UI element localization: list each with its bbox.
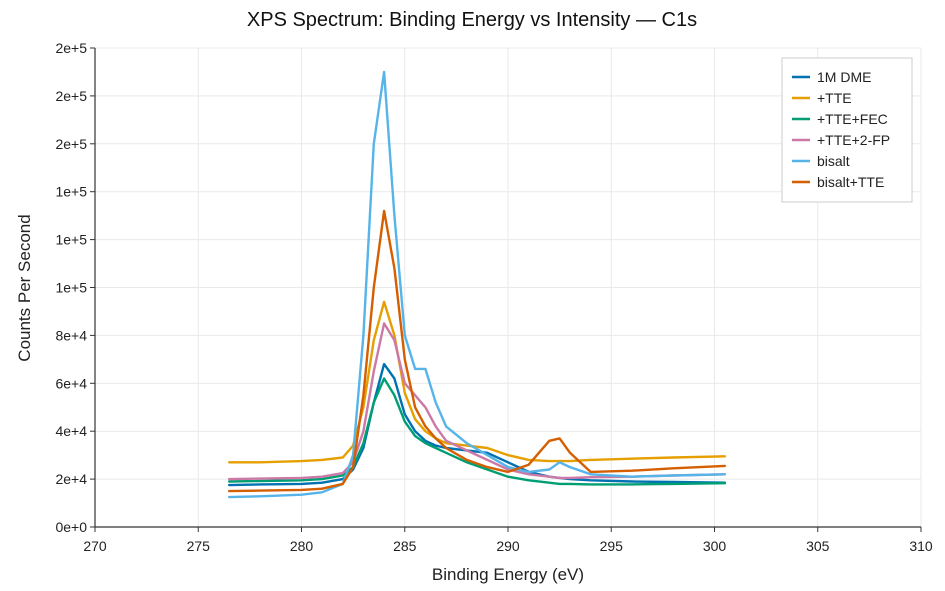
x-tick-label: 305 [806,538,830,554]
x-tick-label: 280 [290,538,314,554]
y-tick-label: 6e+4 [55,375,87,391]
series-layer [227,70,726,499]
legend-label: bisalt [817,153,850,169]
y-tick-label: 8e+4 [55,327,87,343]
legend-label: 1M DME [817,69,871,85]
x-tick-label: 290 [496,538,520,554]
series-line-5 [227,70,726,499]
series-line-4 [227,322,726,481]
axes: 270 275 280 285 290 295 300 305 310 0e+0 2e+4 4e+4 6… [55,40,932,554]
y-tick-label: 4e+4 [55,423,87,439]
chart-title: XPS Spectrum: Binding Energy vs Intensit… [247,9,697,31]
x-tick-label: 275 [187,538,211,554]
x-axis-title: Binding Energy (eV) [432,565,584,584]
x-tick-label: 270 [83,538,107,554]
y-tick-label: 1e+5 [55,232,87,248]
y-axis-title: Counts Per Second [15,214,34,361]
y-tick-label: 0e+0 [55,519,87,535]
x-tick-label: 300 [703,538,727,554]
y-tick-label: 2e+5 [55,40,87,56]
x-tick-label: 285 [393,538,417,554]
legend-label: +TTE [817,90,852,106]
legend: 1M DME +TTE +TTE+FEC +TTE+2-FP bisalt bisalt+… [781,57,913,203]
series-line-6 [227,209,726,493]
y-tick-label: 2e+5 [55,136,87,152]
x-tick-label: 310 [909,538,933,554]
y-tick-label: 1e+5 [55,184,87,200]
legend-label: +TTE+2-FP [817,132,890,148]
y-tick-label: 1e+5 [55,280,87,296]
legend-label: bisalt+TTE [817,174,884,190]
x-tick-label: 295 [600,538,624,554]
series-line-3 [227,377,726,486]
legend-box [781,57,913,203]
y-tick-label: 2e+4 [55,471,87,487]
legend-label: +TTE+FEC [817,111,888,127]
series-line-2 [227,300,726,464]
y-tick-label: 2e+5 [55,88,87,104]
